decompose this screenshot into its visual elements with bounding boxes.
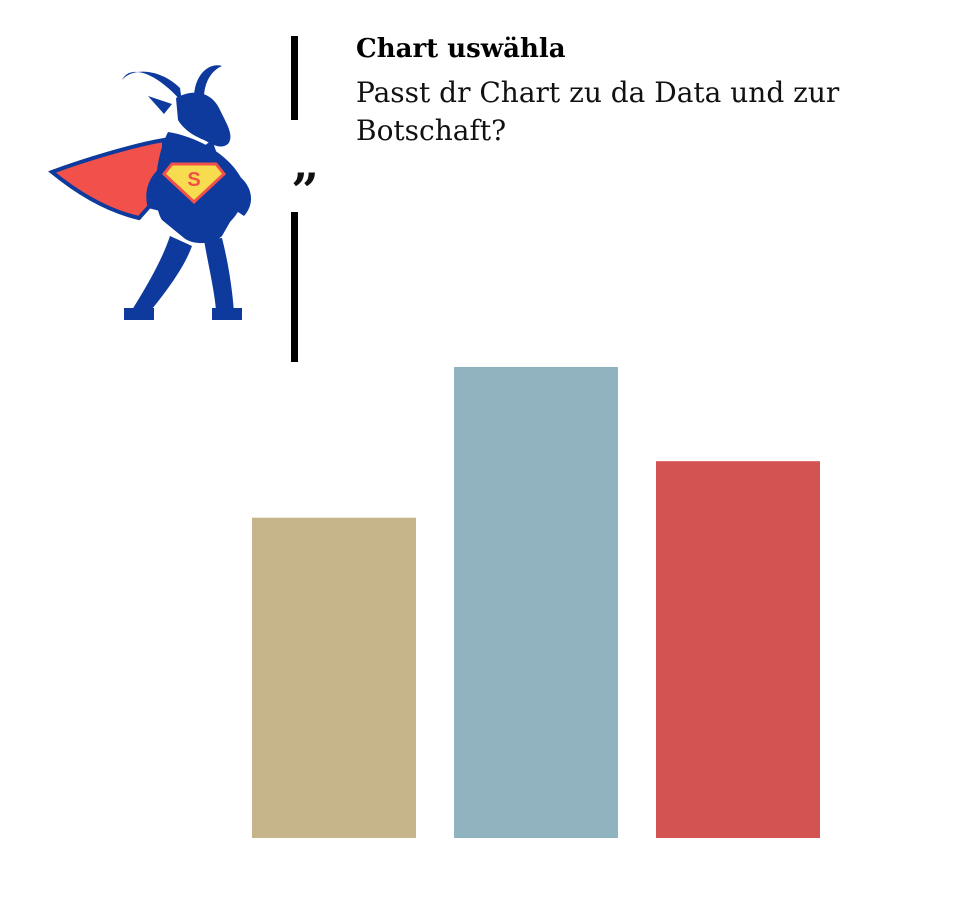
horn [122, 71, 182, 102]
quote-body: Passt dr Chart zu da Data und zur Botsch… [356, 76, 840, 147]
superhero-goat-icon: S [48, 65, 252, 320]
ear [148, 96, 172, 114]
emblem [161, 162, 227, 205]
head [176, 92, 231, 147]
quote-mark: „ [292, 136, 320, 192]
quote-title: Chart uswähla [356, 34, 566, 64]
leg [132, 236, 192, 314]
horn [194, 65, 222, 98]
bar-3 [656, 461, 820, 838]
arm [226, 170, 252, 216]
bar-2 [454, 367, 618, 838]
quote-divider-bottom [291, 212, 298, 362]
cape [48, 137, 166, 221]
hoof [124, 308, 154, 320]
hoof [212, 308, 242, 320]
leg [204, 238, 234, 312]
quote-divider-top [291, 36, 298, 120]
emblem-letter: S [187, 169, 200, 191]
bar-1 [252, 517, 416, 838]
